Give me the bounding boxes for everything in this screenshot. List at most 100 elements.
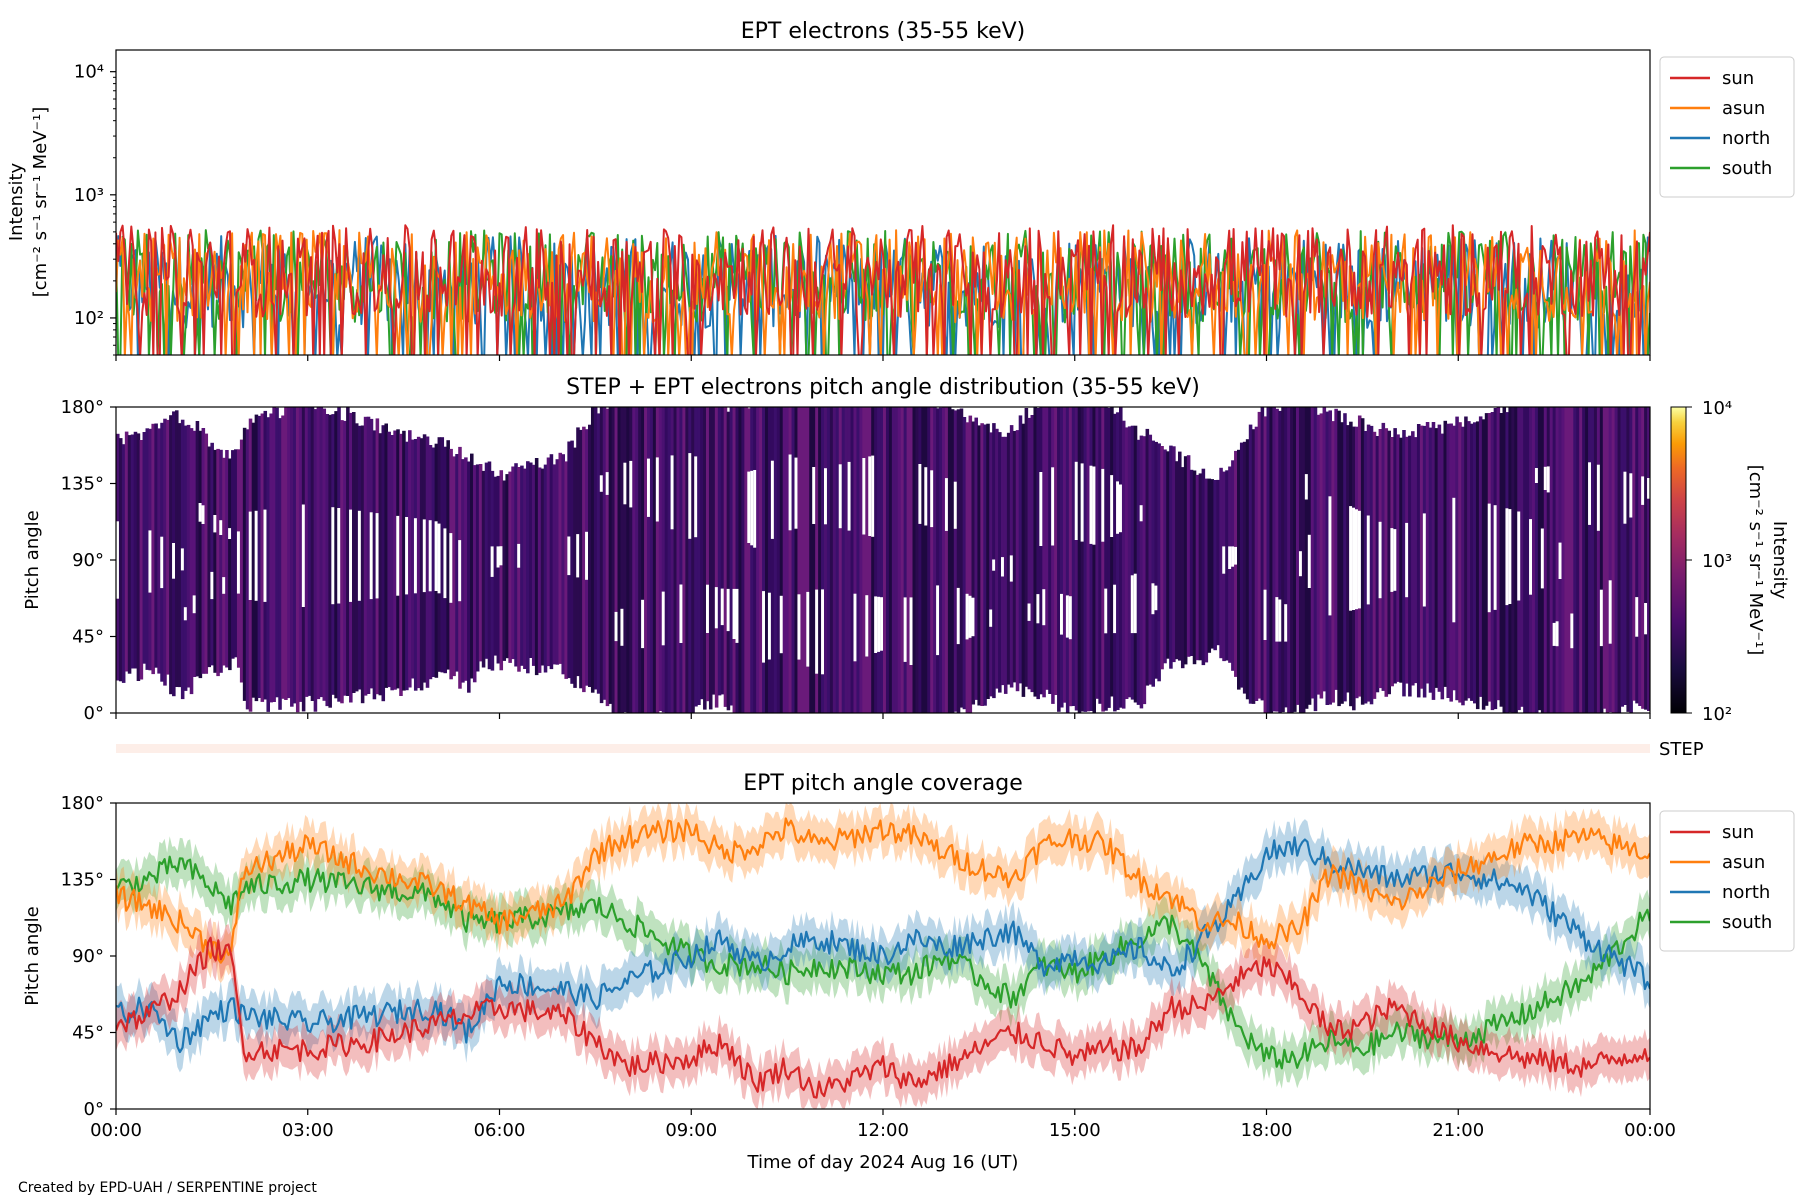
pad-bin — [399, 433, 403, 696]
pad-bin — [1296, 407, 1300, 705]
pad-bin — [343, 420, 347, 696]
pad-bin — [496, 475, 501, 664]
pad-gap — [198, 503, 203, 522]
coverage-line-north — [116, 836, 1650, 1054]
pad-gap — [458, 540, 462, 602]
pad-bin — [1458, 422, 1462, 703]
pad-bin — [1416, 424, 1421, 698]
pad-x-ticks — [115, 713, 1651, 719]
pad-bin — [452, 456, 456, 677]
pad-gap — [576, 534, 580, 578]
pad-bin — [1331, 421, 1335, 703]
pad-gap — [1493, 505, 1498, 610]
pad-bin — [703, 407, 707, 710]
pad-bin — [207, 446, 211, 668]
pad-gap — [428, 520, 433, 592]
pad-bin — [1644, 407, 1648, 710]
pad-bin — [1154, 441, 1158, 679]
pad-gap — [720, 588, 725, 626]
pad-bin — [1263, 416, 1268, 713]
pad-bin — [183, 425, 188, 691]
pad-gap — [1101, 468, 1105, 542]
pad-bin — [1470, 423, 1474, 701]
pad-gap — [1116, 481, 1120, 534]
pad-gap — [405, 517, 409, 595]
pad-bin — [1478, 416, 1483, 697]
pad-gap — [806, 591, 810, 667]
pad-bin — [1573, 407, 1577, 713]
pad-gap — [567, 536, 571, 576]
pad-bin — [1499, 413, 1504, 707]
pad-gap — [1151, 583, 1155, 615]
pad-gap — [222, 577, 226, 594]
y-tick-label: 10² — [74, 308, 104, 329]
pad-bin — [965, 422, 970, 713]
pad-bin — [1278, 410, 1282, 713]
pad-bin — [685, 407, 689, 713]
pad-bin — [127, 435, 132, 674]
pad-bin — [402, 430, 406, 691]
pad-bin — [523, 468, 527, 669]
pad-bin — [968, 415, 973, 713]
pad-bin — [564, 461, 568, 679]
pad-gap — [1051, 467, 1055, 546]
legend-label-south: south — [1722, 912, 1772, 933]
pad-bin — [593, 407, 598, 690]
pad-bin — [708, 407, 713, 710]
pad-gap — [1349, 506, 1353, 611]
intensity-ylabel-line1: Intensity — [6, 162, 27, 241]
pad-gap — [694, 456, 698, 538]
pad-bin — [1095, 407, 1099, 699]
pad-bin — [124, 431, 129, 672]
pad-bin — [1027, 417, 1032, 690]
pad-bin — [475, 464, 480, 672]
pad-bin — [1449, 423, 1453, 702]
pad-gap — [183, 607, 188, 621]
pad-bin — [809, 407, 813, 713]
pad-bin — [1608, 407, 1613, 713]
pad-bin — [163, 418, 167, 686]
pad-bin — [1136, 439, 1141, 705]
pad-bin — [1166, 451, 1170, 659]
pad-bin — [1015, 430, 1020, 692]
pad-bin — [1237, 449, 1241, 690]
pad-bin — [546, 457, 551, 667]
pad-bin — [1116, 412, 1120, 710]
pad-bin — [1272, 407, 1276, 712]
pad-bin — [1532, 407, 1536, 713]
pad-bin — [121, 444, 126, 683]
pad-bin — [1638, 407, 1642, 706]
pad-gap — [1039, 472, 1043, 546]
pad-bin — [644, 407, 648, 713]
pad-bin — [738, 407, 742, 713]
pad-gap — [369, 512, 374, 600]
pad-bin — [1281, 407, 1285, 713]
pad-bin — [942, 407, 946, 713]
pad-bin — [322, 408, 327, 701]
coverage-line-south — [116, 855, 1650, 1070]
pad-gap — [1119, 484, 1123, 533]
pad-bin — [596, 413, 601, 694]
pad-bin — [874, 407, 878, 713]
pad-bin — [1060, 407, 1064, 708]
pad-bin — [381, 425, 386, 702]
pad-bin — [1523, 407, 1527, 713]
pad-bin — [455, 454, 459, 672]
pad-bin — [1119, 407, 1123, 708]
pad-gap — [1352, 507, 1356, 610]
pad-gap — [1110, 475, 1114, 537]
pad-gap — [1534, 468, 1539, 483]
coverage-panel-title: EPT pitch angle coverage — [743, 771, 1023, 796]
pad-gap — [620, 608, 624, 646]
pad-bin — [1062, 407, 1067, 703]
pad-bin — [520, 465, 524, 666]
pad-bin — [885, 407, 890, 713]
pad-gap — [968, 595, 973, 638]
pad-bin — [880, 407, 884, 713]
pad-bin — [1254, 426, 1259, 701]
pad-bin — [481, 470, 486, 668]
pad-bin — [1461, 426, 1465, 706]
pad-bin — [313, 409, 318, 712]
pad-gap — [172, 543, 176, 579]
